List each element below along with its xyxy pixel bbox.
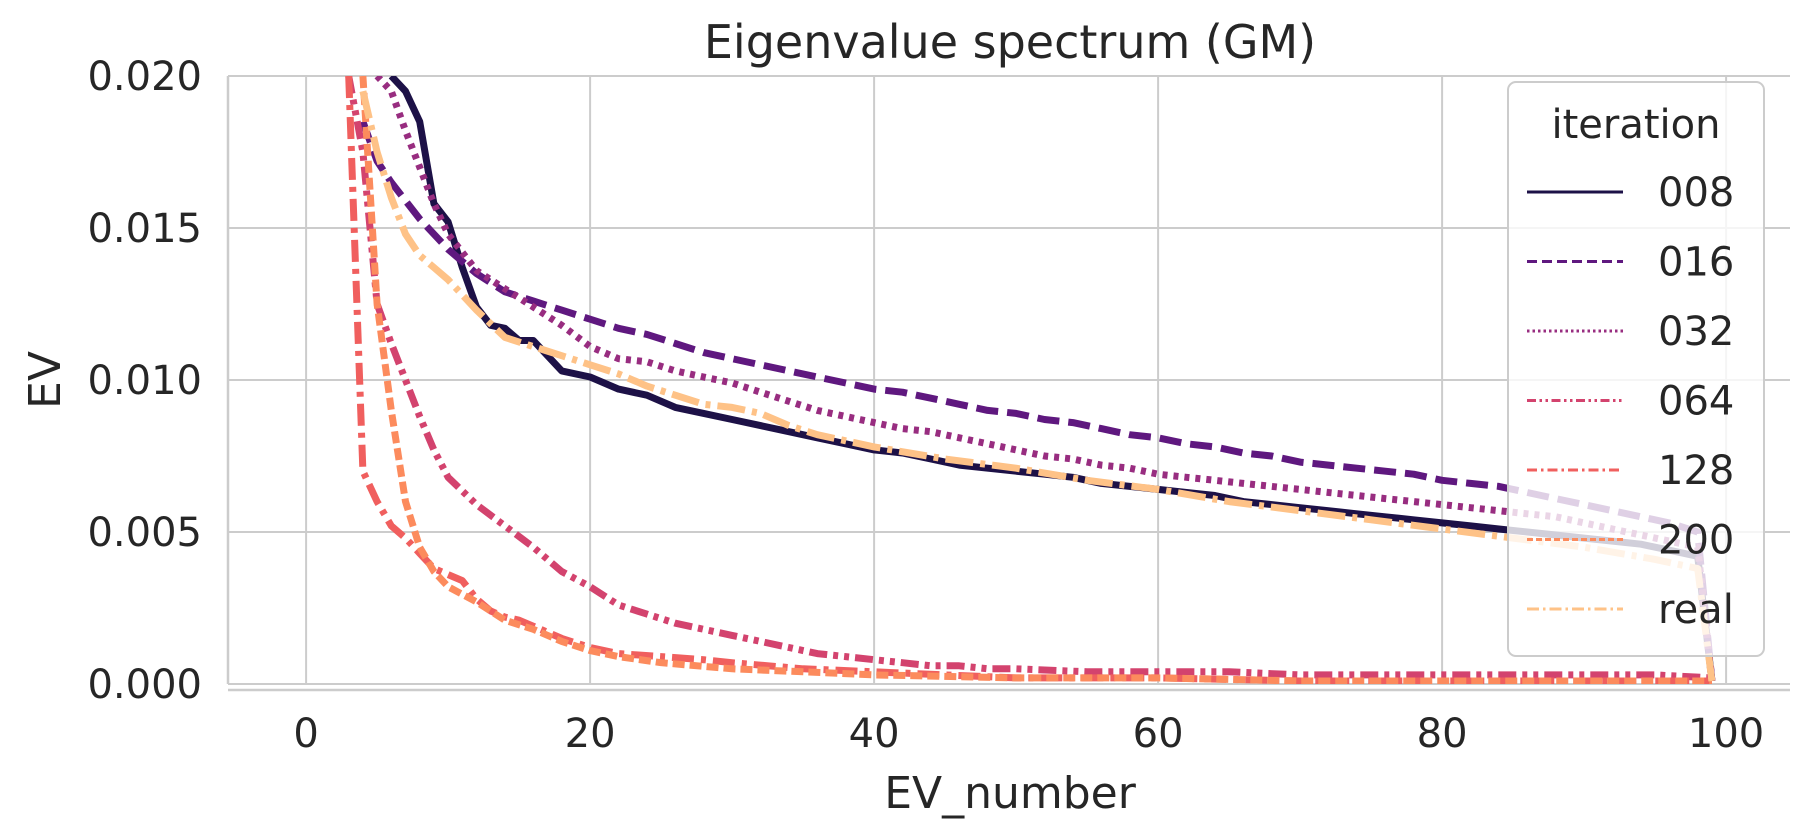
legend: iteration 008 016 032 064 128 200 real [1507,81,1765,657]
series-line-200 [359,76,1712,684]
legend-label-200: 200 [1658,518,1734,564]
y-tick-label: 0.020 [87,54,202,100]
legend-label-008: 008 [1658,170,1734,216]
y-axis-title: EV [20,351,71,409]
legend-items: 008 016 032 064 128 200 real [1527,170,1734,633]
legend-label-064: 064 [1658,379,1734,425]
x-tick-label: 20 [565,711,616,757]
series-line-real [359,90,1716,682]
y-tick-label: 0.010 [87,358,202,404]
series-line-032 [374,76,1716,682]
x-tick-label: 80 [1417,711,1468,757]
y-tick-labels: 0.000 0.005 0.010 0.015 0.020 [87,54,202,708]
legend-label-032: 032 [1658,309,1734,355]
series-line-008 [388,76,1716,682]
y-tick-label: 0.005 [87,510,202,556]
x-tick-label: 0 [293,711,318,757]
y-tick-label: 0.000 [87,662,202,708]
legend-title: iteration [1552,102,1721,148]
x-tick-labels: 0 20 40 60 80 100 [293,711,1764,757]
legend-label-016: 016 [1658,240,1734,286]
legend-frame [1507,81,1765,657]
legend-label-128: 128 [1658,448,1734,494]
x-tick-label: 60 [1133,711,1184,757]
x-axis-title: EV_number [884,768,1137,819]
chart-title: Eigenvalue spectrum (GM) [704,15,1316,69]
y-tick-label: 0.015 [87,206,202,252]
legend-label-real: real [1658,587,1734,633]
series-line-016 [359,120,1716,682]
series-layer [345,76,1716,684]
x-tick-label: 40 [849,711,900,757]
series-line-064 [345,76,1713,682]
x-tick-label: 100 [1688,711,1764,757]
